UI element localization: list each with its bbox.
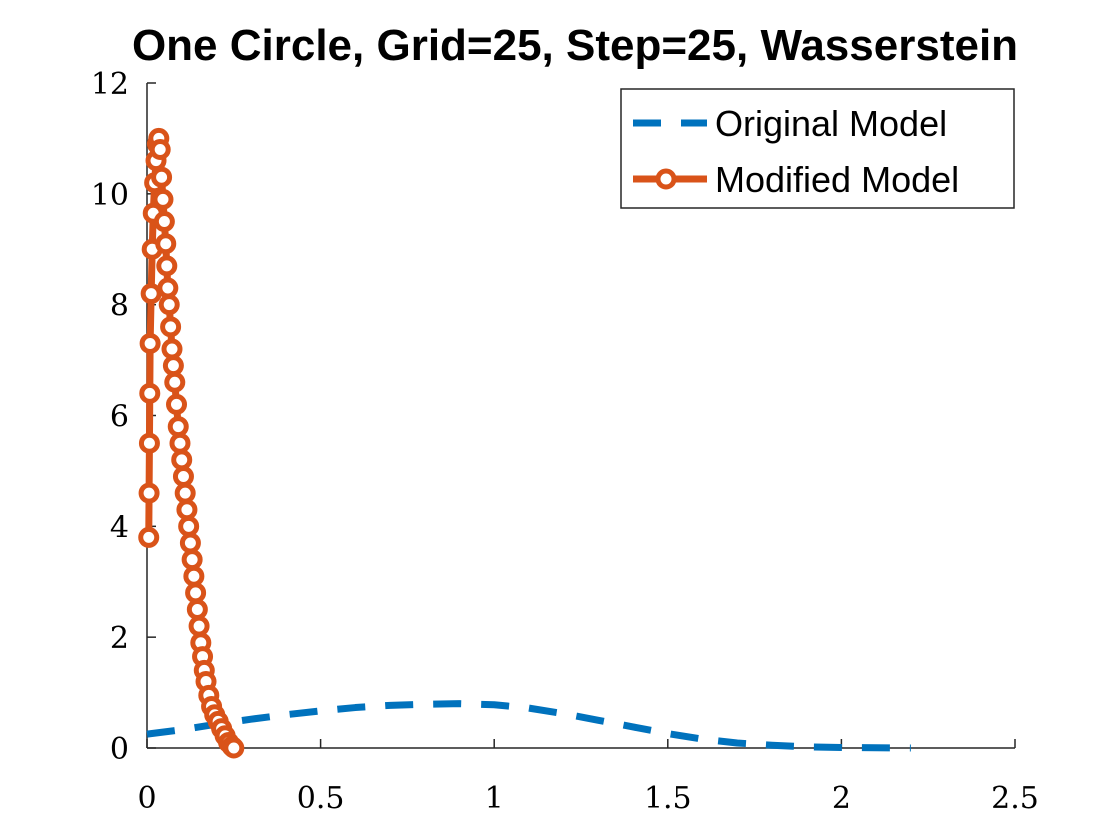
data-point bbox=[179, 532, 201, 554]
data-point bbox=[139, 382, 161, 404]
data-point bbox=[174, 482, 196, 504]
axes: 0 0.5 1 1.5 2 2.5 0 2 4 6 8 10 12 bbox=[91, 67, 1039, 816]
data-point bbox=[183, 565, 205, 587]
data-point bbox=[185, 582, 207, 604]
data-point bbox=[188, 615, 210, 637]
data-point bbox=[167, 416, 189, 438]
x-tick-label: 0.5 bbox=[297, 781, 345, 816]
data-point bbox=[186, 598, 208, 620]
y-tick-label: 8 bbox=[110, 289, 129, 324]
y-tick-label: 2 bbox=[110, 621, 129, 656]
data-point bbox=[158, 294, 180, 316]
data-point bbox=[166, 393, 188, 415]
y-tick-label: 0 bbox=[110, 732, 129, 767]
legend-box bbox=[620, 88, 1015, 209]
series-modified-model bbox=[138, 127, 245, 759]
series-layer bbox=[138, 127, 911, 759]
y-tick-label: 10 bbox=[91, 178, 129, 213]
data-point bbox=[155, 233, 177, 255]
data-point bbox=[149, 139, 171, 160]
legend-label: Original Model bbox=[715, 103, 947, 144]
data-point bbox=[152, 188, 174, 210]
series-line bbox=[146, 700, 911, 752]
x-tick-label: 2 bbox=[832, 781, 851, 816]
data-point bbox=[171, 449, 193, 471]
legend: Original Model Modified Model bbox=[620, 88, 1015, 209]
legend-label: Modified Model bbox=[715, 159, 959, 200]
legend-swatch-marker bbox=[655, 168, 677, 190]
data-point bbox=[164, 371, 186, 393]
data-point bbox=[160, 316, 182, 338]
data-point bbox=[169, 432, 191, 454]
data-point bbox=[176, 499, 198, 521]
x-tick-label: 2.5 bbox=[991, 781, 1039, 816]
data-point bbox=[223, 737, 245, 759]
data-point bbox=[153, 211, 175, 233]
x-tick-label: 1 bbox=[485, 781, 504, 816]
data-point bbox=[140, 283, 162, 305]
data-point bbox=[138, 482, 160, 504]
x-tick-label: 0 bbox=[137, 781, 156, 816]
data-point bbox=[172, 465, 194, 487]
data-point bbox=[156, 255, 178, 277]
data-point bbox=[139, 332, 161, 354]
data-point bbox=[138, 432, 160, 454]
y-tick-label: 6 bbox=[110, 400, 129, 435]
data-point bbox=[151, 166, 173, 188]
data-point bbox=[138, 526, 160, 548]
chart-title: One Circle, Grid=25, Step=25, Wasserstei… bbox=[132, 21, 1018, 70]
data-point bbox=[161, 338, 183, 360]
data-point bbox=[181, 549, 203, 571]
data-point bbox=[178, 515, 200, 537]
series-original-model bbox=[146, 700, 911, 752]
x-tick-label: 1.5 bbox=[644, 781, 692, 816]
y-tick-label: 4 bbox=[110, 510, 129, 545]
data-point bbox=[162, 355, 184, 377]
y-tick-label: 12 bbox=[91, 67, 129, 102]
data-point bbox=[157, 277, 179, 299]
